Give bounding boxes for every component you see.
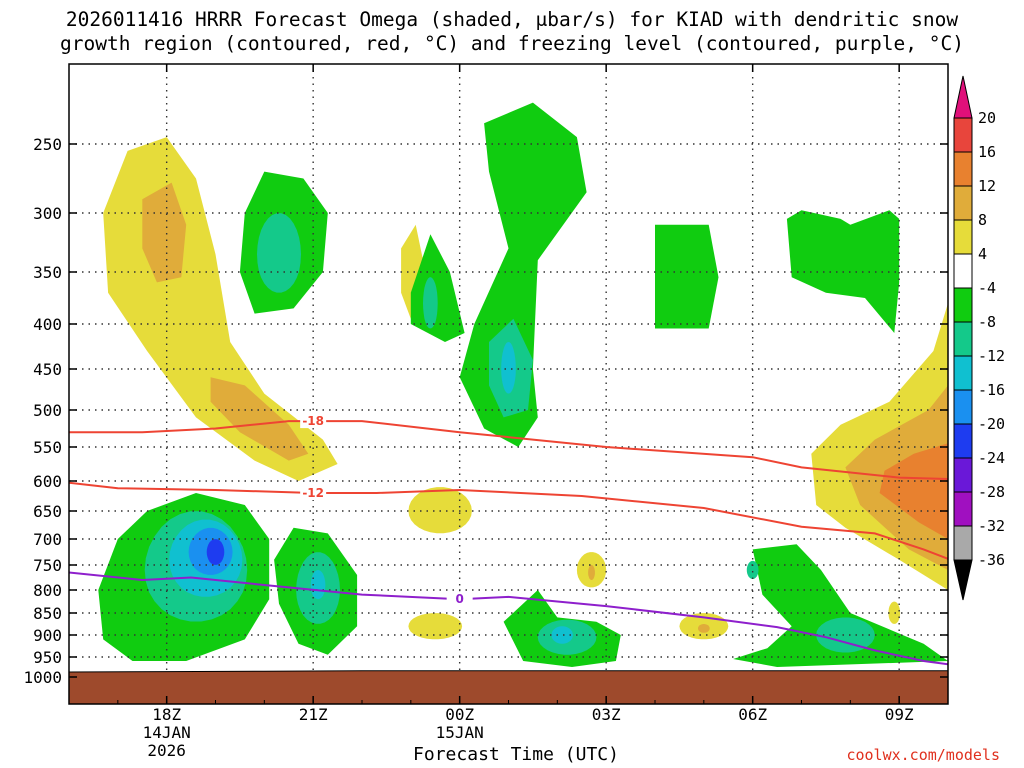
omega-fill-layer (98, 102, 948, 667)
colorbar-bottom-arrow (953, 559, 973, 601)
colorbar-tick-label: -36 (978, 551, 1005, 569)
y-tick-label: 650 (33, 502, 62, 521)
x-tick-label: 09Z (885, 705, 914, 724)
colorbar-tick-label: 8 (978, 211, 987, 229)
y-tick-label: 1000 (23, 668, 62, 687)
y-axis: 250 300 350 400 450 500 550 600 650 700 750 800 850 9… (23, 135, 948, 687)
omega-descent-small-2 (408, 487, 472, 534)
colorbar-segment (953, 185, 973, 221)
x-tick-date: 15JAN (436, 723, 484, 742)
freezing-level-0-label-bg (446, 591, 473, 607)
y-tick-label: 250 (33, 135, 62, 154)
colorbar-segment (953, 287, 973, 323)
colorbar-tick-label: 4 (978, 245, 987, 263)
omega-descent-small-6 (888, 601, 901, 624)
y-tick-label: 950 (33, 648, 62, 667)
y-tick-label: 300 (33, 204, 62, 223)
omega-descent-small-4-core (588, 565, 595, 580)
y-tick-label: 550 (33, 438, 62, 457)
omega-descent-mid-inner (210, 377, 309, 461)
y-tick-label: 600 (33, 472, 62, 491)
colorbar-tick-label: -28 (978, 483, 1005, 501)
colorbar-tick-label: 20 (978, 109, 996, 127)
y-tick-label: 450 (33, 360, 62, 379)
colorbar-segment (953, 355, 973, 391)
x-tick-label: 06Z (738, 705, 767, 724)
omega-ascent-lower-3-cyan (551, 626, 573, 644)
dgz-minus18-label-bg (300, 413, 327, 429)
colorbar-tick-label: -12 (978, 347, 1005, 365)
colorbar-segment (953, 457, 973, 493)
colorbar-tick-label: -8 (978, 313, 996, 331)
dgz-minus12-label-bg (300, 485, 327, 500)
omega-descent-lower-right-core (879, 443, 948, 539)
omega-ascent-lower-4-teal-small (746, 560, 759, 579)
y-tick-label: 750 (33, 556, 62, 575)
omega-ascent-upper-2-core (423, 277, 438, 329)
colorbar: 20 16 12 8 4 -4 -8 -12 -16 -20 -24 -28 -32 -36 (953, 75, 1005, 601)
y-tick-label: 850 (33, 604, 62, 623)
omega-ascent-lower-1-navy (206, 539, 225, 565)
y-tick-label: 350 (33, 263, 62, 282)
colorbar-tick-label: -16 (978, 381, 1005, 399)
contour-layer: -18 -12 0 (69, 413, 948, 666)
omega-ascent-lower-2-cyan (310, 570, 326, 600)
omega-descent-small-1 (401, 224, 426, 319)
dgz-minus18-label: -18 (302, 414, 324, 428)
colorbar-tick-label: -4 (978, 279, 996, 297)
ground (69, 670, 948, 704)
y-tick-label: 500 (33, 401, 62, 420)
y-tick-label: 800 (33, 581, 62, 600)
omega-ascent-upper-3 (655, 224, 719, 329)
freezing-level-0-line (69, 571, 948, 666)
omega-descent-small-5-core (698, 624, 710, 633)
dgz-minus18-line (69, 420, 948, 480)
colorbar-segment (953, 117, 973, 153)
dgz-minus12-line (69, 481, 948, 560)
colorbar-segment (953, 151, 973, 187)
omega-ascent-upper-1-core (257, 213, 301, 293)
omega-ascent-lower-4 (733, 544, 948, 667)
x-tick-year: 2026 (147, 741, 186, 760)
x-axis-label: Forecast Time (UTC) (413, 744, 619, 765)
y-tick-label: 900 (33, 626, 62, 645)
omega-descent-upper-inner (142, 182, 187, 283)
colorbar-tick-label: -24 (978, 449, 1005, 467)
credit-link[interactable]: coolwx.com/models (846, 746, 1000, 764)
y-tick-label: 400 (33, 315, 62, 334)
chart-title-line2: growth region (contoured, red, °C) and f… (60, 32, 964, 55)
colorbar-segment (953, 219, 973, 255)
colorbar-segment (953, 491, 973, 527)
x-tick-label: 03Z (592, 705, 621, 724)
colorbar-segment (953, 321, 973, 357)
x-tick-date: 14JAN (143, 723, 191, 742)
colorbar-top-arrow (953, 75, 973, 119)
chart-title-line1: 2026011416 HRRR Forecast Omega (shaded, … (65, 8, 959, 31)
colorbar-tick-label: -20 (978, 415, 1005, 433)
omega-descent-small-3 (408, 613, 463, 640)
dgz-minus12-label: -12 (302, 486, 324, 500)
x-tick-label: 18Z (152, 705, 181, 724)
colorbar-tick-label: -32 (978, 517, 1005, 535)
freezing-level-0-label: 0 (455, 592, 463, 606)
colorbar-segment (953, 253, 973, 289)
omega-ascent-mid-cyan (501, 342, 516, 394)
terrain-layer (69, 670, 948, 704)
colorbar-segment (953, 423, 973, 459)
y-tick-label: 700 (33, 530, 62, 549)
colorbar-segment (953, 525, 973, 561)
x-tick-label: 21Z (299, 705, 328, 724)
omega-ascent-lower-4-teal (816, 617, 875, 653)
colorbar-tick-label: 16 (978, 143, 996, 161)
x-tick-label: 00Z (445, 705, 474, 724)
colorbar-segment (953, 389, 973, 425)
colorbar-tick-label: 12 (978, 177, 996, 195)
